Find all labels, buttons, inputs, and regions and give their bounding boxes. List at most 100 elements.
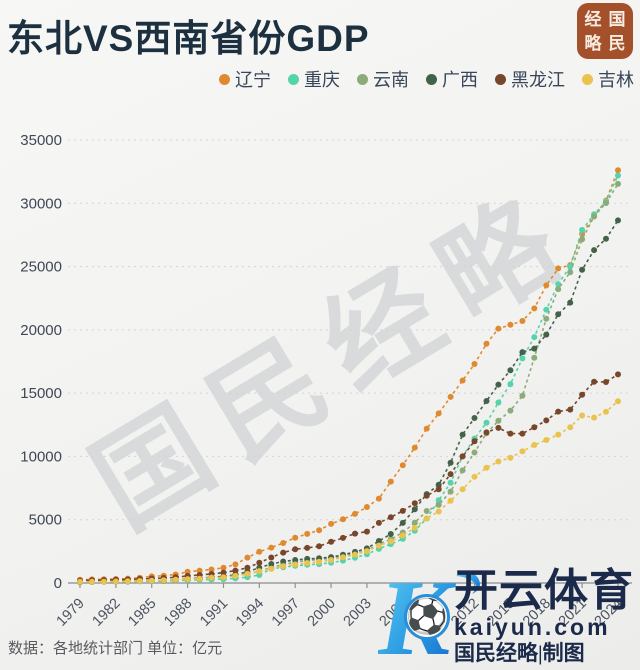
badge-char: 国 xyxy=(608,9,626,29)
series-point-0 xyxy=(328,520,335,527)
series-point-5 xyxy=(292,561,299,568)
y-tick-label: 15000 xyxy=(20,385,62,402)
series-point-0 xyxy=(340,516,346,523)
legend-label: 吉林 xyxy=(598,70,634,90)
series-point-5 xyxy=(411,524,418,531)
series-point-3 xyxy=(495,381,502,388)
legend-item-0: 辽宁 xyxy=(219,66,271,92)
series-line-2 xyxy=(79,183,619,583)
series-point-1 xyxy=(519,355,526,362)
series-point-0 xyxy=(543,282,550,289)
series-point-0 xyxy=(292,534,299,541)
series-point-0 xyxy=(555,265,562,272)
series-point-5 xyxy=(447,497,454,504)
series-point-2 xyxy=(435,501,442,508)
series-point-0 xyxy=(184,568,191,575)
series-point-5 xyxy=(340,554,346,561)
legend-item-4: 黑龙江 xyxy=(495,66,565,92)
legend-dot-icon xyxy=(495,73,506,85)
series-point-5 xyxy=(112,578,119,585)
series-point-0 xyxy=(387,478,394,485)
series-point-5 xyxy=(399,532,406,539)
series-point-4 xyxy=(555,408,562,415)
series-point-2 xyxy=(555,286,562,293)
series-point-3 xyxy=(471,415,478,421)
series-point-5 xyxy=(567,424,574,431)
y-tick-label: 25000 xyxy=(20,259,62,276)
series-point-0 xyxy=(615,167,621,174)
x-tick-label: 1994 xyxy=(233,596,267,630)
series-point-0 xyxy=(316,527,323,534)
series-point-4 xyxy=(316,543,323,550)
x-tick-label: 1982 xyxy=(90,596,124,630)
legend-dot-icon xyxy=(288,73,299,85)
series-point-3 xyxy=(399,519,406,526)
series-point-4 xyxy=(423,492,430,499)
series-point-1 xyxy=(567,263,574,270)
series-point-0 xyxy=(268,544,275,551)
series-point-3 xyxy=(603,235,609,242)
series-point-5 xyxy=(100,578,107,585)
series-point-0 xyxy=(375,495,382,502)
series-point-2 xyxy=(447,488,454,495)
series-point-5 xyxy=(184,576,191,583)
series-point-3 xyxy=(280,558,287,565)
series-point-0 xyxy=(208,566,215,573)
series-point-5 xyxy=(196,575,203,582)
y-tick-label: 20000 xyxy=(20,322,62,339)
series-point-4 xyxy=(375,519,382,526)
y-tick-label: 30000 xyxy=(20,195,62,212)
series-point-4 xyxy=(567,406,574,413)
series-point-3 xyxy=(268,561,275,567)
series-point-4 xyxy=(304,544,311,551)
series-point-4 xyxy=(591,378,598,385)
series-point-2 xyxy=(579,236,586,243)
series-point-4 xyxy=(268,554,275,561)
series-point-3 xyxy=(579,266,586,273)
series-point-2 xyxy=(519,392,526,399)
series-point-5 xyxy=(304,560,311,566)
soccer-ball-icon: ⚽ xyxy=(404,594,450,640)
series-point-2 xyxy=(471,449,478,456)
badge-char: 略 xyxy=(584,33,602,53)
series-point-1 xyxy=(435,497,442,504)
series-point-3 xyxy=(292,557,299,563)
series-point-5 xyxy=(375,542,382,549)
legend-label: 黑龙江 xyxy=(511,70,565,90)
series-point-2 xyxy=(603,200,609,206)
badge-char: 经 xyxy=(584,9,602,29)
series-point-4 xyxy=(603,379,609,385)
series-point-3 xyxy=(543,331,550,338)
kaiyun-brand: 开云体育 xyxy=(454,566,634,615)
y-tick-label: 0 xyxy=(54,575,62,592)
series-point-0 xyxy=(352,510,358,517)
page-title: 东北VS西南省份GDP xyxy=(7,18,370,59)
series-point-2 xyxy=(543,315,550,322)
series-point-5 xyxy=(124,578,131,585)
series-point-5 xyxy=(148,577,155,584)
legend-dot-icon xyxy=(582,73,593,85)
series-point-0 xyxy=(196,567,203,574)
badge-char: 民 xyxy=(608,33,626,53)
series-point-4 xyxy=(459,453,466,460)
series-point-0 xyxy=(363,504,370,510)
series-point-2 xyxy=(459,467,466,474)
series-line-1 xyxy=(79,175,619,583)
series-point-3 xyxy=(555,311,562,318)
series-point-2 xyxy=(615,180,621,187)
x-tick-label: 1985 xyxy=(125,596,159,630)
source-footnote: 数据：各地统计部门 单位：亿元 xyxy=(8,640,223,657)
x-tick-label: 1979 xyxy=(54,596,88,630)
series-point-5 xyxy=(459,486,466,493)
series-point-0 xyxy=(483,340,490,347)
series-point-4 xyxy=(471,438,478,445)
series-point-4 xyxy=(579,391,586,398)
series-point-5 xyxy=(363,548,370,555)
series-point-5 xyxy=(543,437,550,443)
chart-legend: 辽宁 重庆 云南 广西 黑龙江 吉林 xyxy=(219,66,634,92)
series-line-0 xyxy=(79,169,619,581)
series-point-0 xyxy=(399,462,406,469)
series-point-3 xyxy=(519,349,526,356)
series-point-5 xyxy=(483,464,490,471)
